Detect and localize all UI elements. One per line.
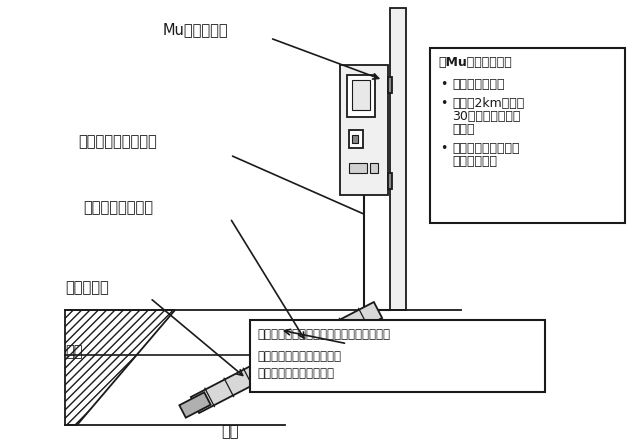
Text: 水位センサケーブル: 水位センサケーブル bbox=[79, 134, 157, 149]
Text: •: • bbox=[440, 78, 447, 91]
Text: 最長約2km範囲、: 最長約2km範囲、 bbox=[452, 97, 524, 110]
Bar bbox=[388, 77, 392, 93]
Bar bbox=[388, 173, 392, 189]
Polygon shape bbox=[191, 302, 382, 413]
Bar bbox=[349, 130, 363, 148]
Text: グ機器に対応: グ機器に対応 bbox=[452, 155, 497, 168]
Text: •: • bbox=[440, 142, 447, 155]
Polygon shape bbox=[65, 310, 175, 425]
Text: Muセンサ本体: Muセンサ本体 bbox=[162, 23, 228, 38]
Bar bbox=[390, 8, 406, 310]
Bar bbox=[352, 80, 370, 110]
Bar bbox=[349, 163, 367, 173]
Text: さまざまなセンシン: さまざまなセンシン bbox=[452, 142, 520, 155]
Bar bbox=[340, 65, 388, 195]
Text: 水面: 水面 bbox=[65, 344, 83, 359]
Bar bbox=[250, 320, 545, 392]
Bar bbox=[352, 135, 358, 143]
Text: 【Muセンサ特長】: 【Muセンサ特長】 bbox=[438, 56, 512, 69]
Bar bbox=[347, 75, 375, 117]
Bar bbox=[370, 163, 378, 173]
Text: 塩ビ管・アルミ管: 塩ビ管・アルミ管 bbox=[83, 201, 153, 216]
Bar bbox=[430, 48, 625, 223]
Text: 低消費電力設計: 低消費電力設計 bbox=[452, 78, 504, 91]
Text: 30観測ポイント集: 30観測ポイント集 bbox=[452, 110, 520, 123]
Text: 【圧力式（投げ込み型）水位センサ特長】: 【圧力式（投げ込み型）水位センサ特長】 bbox=[257, 328, 390, 340]
Text: 水位センサ: 水位センサ bbox=[65, 281, 109, 296]
Text: •: • bbox=[440, 97, 447, 110]
Text: 護岸: 護岸 bbox=[221, 424, 239, 439]
Text: ・設置工事が簡易で安価: ・設置工事が簡易で安価 bbox=[257, 367, 334, 380]
Bar bbox=[179, 392, 211, 418]
Text: ・塩ビ管等で簡易設置可能: ・塩ビ管等で簡易設置可能 bbox=[257, 350, 341, 363]
Text: 約可能: 約可能 bbox=[452, 123, 474, 136]
